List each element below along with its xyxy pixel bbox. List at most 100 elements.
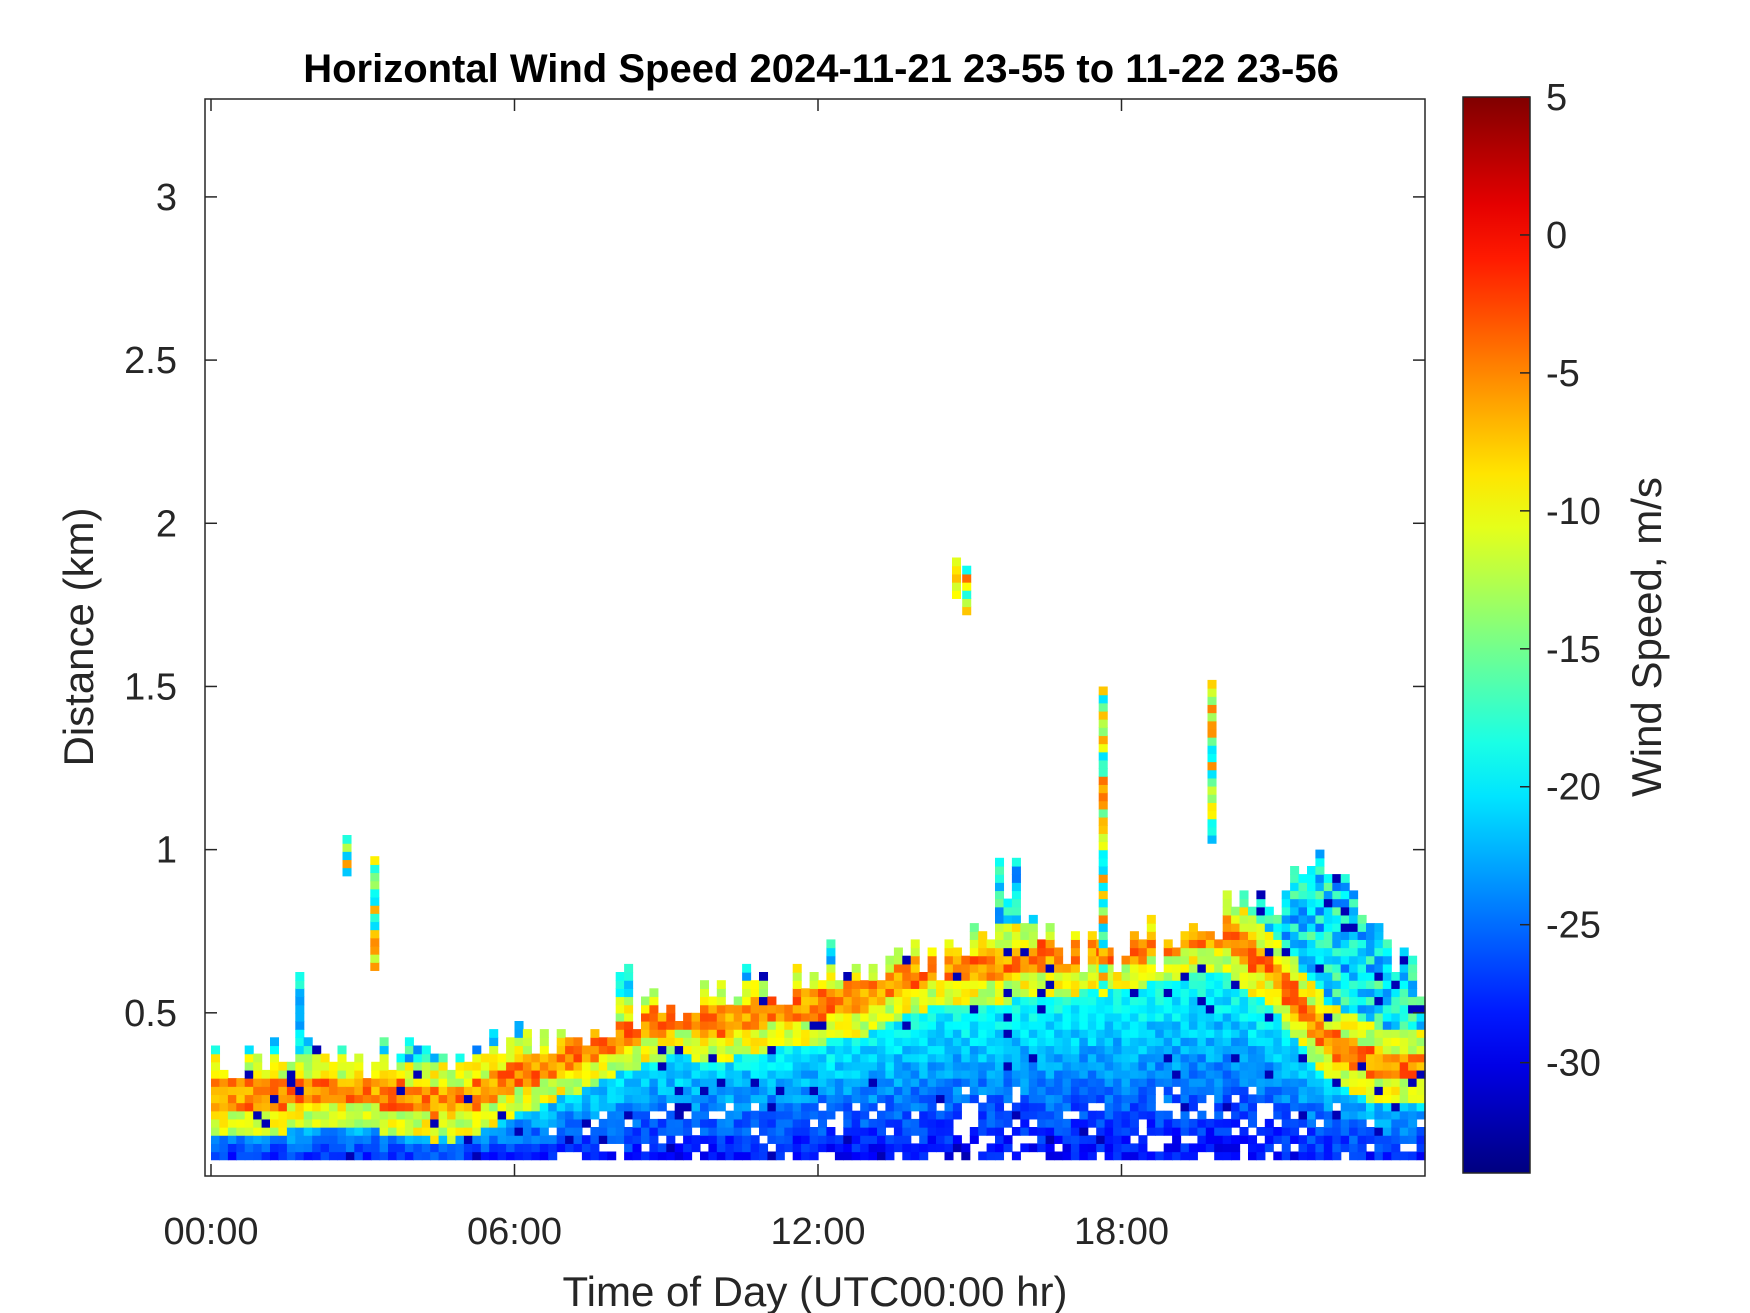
heatmap-cell bbox=[615, 1045, 625, 1055]
heatmap-cell bbox=[1188, 1012, 1198, 1022]
heatmap-cell bbox=[632, 1135, 642, 1144]
heatmap-cell bbox=[1256, 947, 1266, 957]
heatmap-cell bbox=[1391, 996, 1401, 1006]
heatmap-cell bbox=[1045, 972, 1055, 981]
heatmap-cell bbox=[767, 1004, 777, 1014]
heatmap-cell bbox=[1003, 955, 1013, 965]
heatmap-cell bbox=[809, 1037, 819, 1047]
heatmap-cell bbox=[489, 1037, 499, 1047]
heatmap-cell bbox=[278, 1151, 288, 1161]
heatmap-cell bbox=[404, 1037, 414, 1047]
heatmap-cell bbox=[1264, 1135, 1274, 1144]
heatmap-cell bbox=[826, 1135, 836, 1144]
heatmap-cell bbox=[1323, 882, 1333, 892]
heatmap-cell bbox=[944, 988, 954, 998]
heatmap-cell bbox=[750, 1078, 760, 1087]
heatmap-cell bbox=[244, 1078, 254, 1087]
heatmap-cell bbox=[1340, 882, 1350, 892]
heatmap-cell bbox=[1315, 1078, 1325, 1087]
colorbar-tick-label: -20 bbox=[1546, 767, 1601, 809]
heatmap-cell bbox=[421, 1118, 431, 1128]
heatmap-cell bbox=[598, 1102, 608, 1112]
heatmap-cell bbox=[1129, 1127, 1139, 1136]
heatmap-cell bbox=[742, 1021, 752, 1030]
heatmap-cell bbox=[624, 1061, 634, 1071]
heatmap-cell bbox=[725, 1118, 735, 1128]
heatmap-cell bbox=[1399, 947, 1409, 957]
heatmap-cell bbox=[860, 1135, 870, 1144]
heatmap-cell bbox=[1096, 1127, 1106, 1136]
heatmap-cell bbox=[952, 1094, 962, 1104]
heatmap-cell bbox=[716, 1069, 726, 1079]
heatmap-cell bbox=[851, 1151, 861, 1161]
heatmap-cell bbox=[792, 1118, 802, 1128]
heatmap-cell bbox=[666, 1061, 676, 1071]
heatmap-cell bbox=[278, 1061, 288, 1071]
heatmap-cell bbox=[539, 1069, 549, 1079]
heatmap-cell bbox=[1138, 1143, 1148, 1153]
heatmap-cell bbox=[1264, 1143, 1274, 1153]
heatmap-cell bbox=[1180, 939, 1190, 949]
heatmap-cell bbox=[337, 1143, 347, 1153]
heatmap-cell bbox=[1214, 939, 1224, 949]
y-tick-label: 2.5 bbox=[124, 340, 177, 382]
heatmap-cell bbox=[716, 1045, 726, 1055]
heatmap-cell bbox=[1188, 1151, 1198, 1161]
heatmap-cell bbox=[1172, 1094, 1182, 1104]
heatmap-cell bbox=[1121, 1151, 1131, 1161]
heatmap-cell bbox=[1349, 947, 1359, 957]
heatmap-cell bbox=[1222, 1069, 1232, 1079]
heatmap-cell bbox=[463, 1118, 473, 1128]
heatmap-cell bbox=[725, 1110, 735, 1120]
heatmap-cell bbox=[1332, 931, 1342, 940]
heatmap-cell bbox=[1121, 1004, 1131, 1014]
heatmap-cell bbox=[952, 1086, 962, 1096]
heatmap-cell bbox=[211, 1151, 221, 1161]
heatmap-cell bbox=[902, 1012, 912, 1022]
heatmap-cell bbox=[936, 1143, 946, 1153]
heatmap-cell bbox=[792, 1004, 802, 1014]
heatmap-cell bbox=[1307, 1135, 1317, 1144]
heatmap-cell bbox=[716, 1143, 726, 1153]
heatmap-cell bbox=[1281, 923, 1291, 932]
heatmap-cell bbox=[1290, 1053, 1300, 1063]
heatmap-cell bbox=[270, 1086, 280, 1096]
heatmap-cell bbox=[480, 1143, 490, 1153]
heatmap-cells bbox=[211, 557, 1426, 1161]
heatmap-cell bbox=[860, 1021, 870, 1030]
heatmap-cell bbox=[952, 1061, 962, 1071]
heatmap-cell bbox=[370, 945, 380, 955]
heatmap-cell bbox=[969, 1127, 979, 1136]
heatmap-cell bbox=[370, 921, 380, 931]
heatmap-cell bbox=[927, 1102, 937, 1112]
heatmap-cell bbox=[978, 1061, 988, 1071]
heatmap-cell bbox=[615, 1110, 625, 1120]
heatmap-cell bbox=[1290, 914, 1300, 924]
heatmap-cell bbox=[919, 1045, 929, 1055]
heatmap-cell bbox=[1121, 955, 1131, 965]
heatmap-cell bbox=[1357, 1029, 1367, 1038]
heatmap-cell bbox=[337, 1102, 347, 1112]
heatmap-cell bbox=[978, 1078, 988, 1087]
heatmap-cell bbox=[219, 1110, 229, 1120]
heatmap-cell bbox=[902, 1078, 912, 1087]
heatmap-cell bbox=[767, 1102, 777, 1112]
heatmap-cell bbox=[1281, 1151, 1291, 1161]
heatmap-cell bbox=[1222, 1143, 1232, 1153]
heatmap-cell bbox=[421, 1045, 431, 1055]
heatmap-cell bbox=[1163, 1127, 1173, 1136]
heatmap-cell bbox=[995, 939, 1005, 949]
heatmap-cell bbox=[371, 1061, 381, 1071]
heatmap-cell bbox=[952, 1037, 962, 1047]
heatmap-cell bbox=[1121, 988, 1131, 998]
heatmap-cell bbox=[539, 1045, 549, 1055]
heatmap-cell bbox=[1239, 939, 1249, 949]
heatmap-cell bbox=[345, 1069, 355, 1079]
heatmap-cell bbox=[236, 1094, 246, 1104]
heatmap-cell bbox=[295, 1053, 305, 1063]
heatmap-cell bbox=[1281, 914, 1291, 924]
heatmap-cell bbox=[253, 1127, 263, 1136]
heatmap-cell bbox=[1340, 1037, 1350, 1047]
heatmap-cell bbox=[1003, 988, 1013, 998]
heatmap-cell bbox=[759, 1151, 769, 1161]
